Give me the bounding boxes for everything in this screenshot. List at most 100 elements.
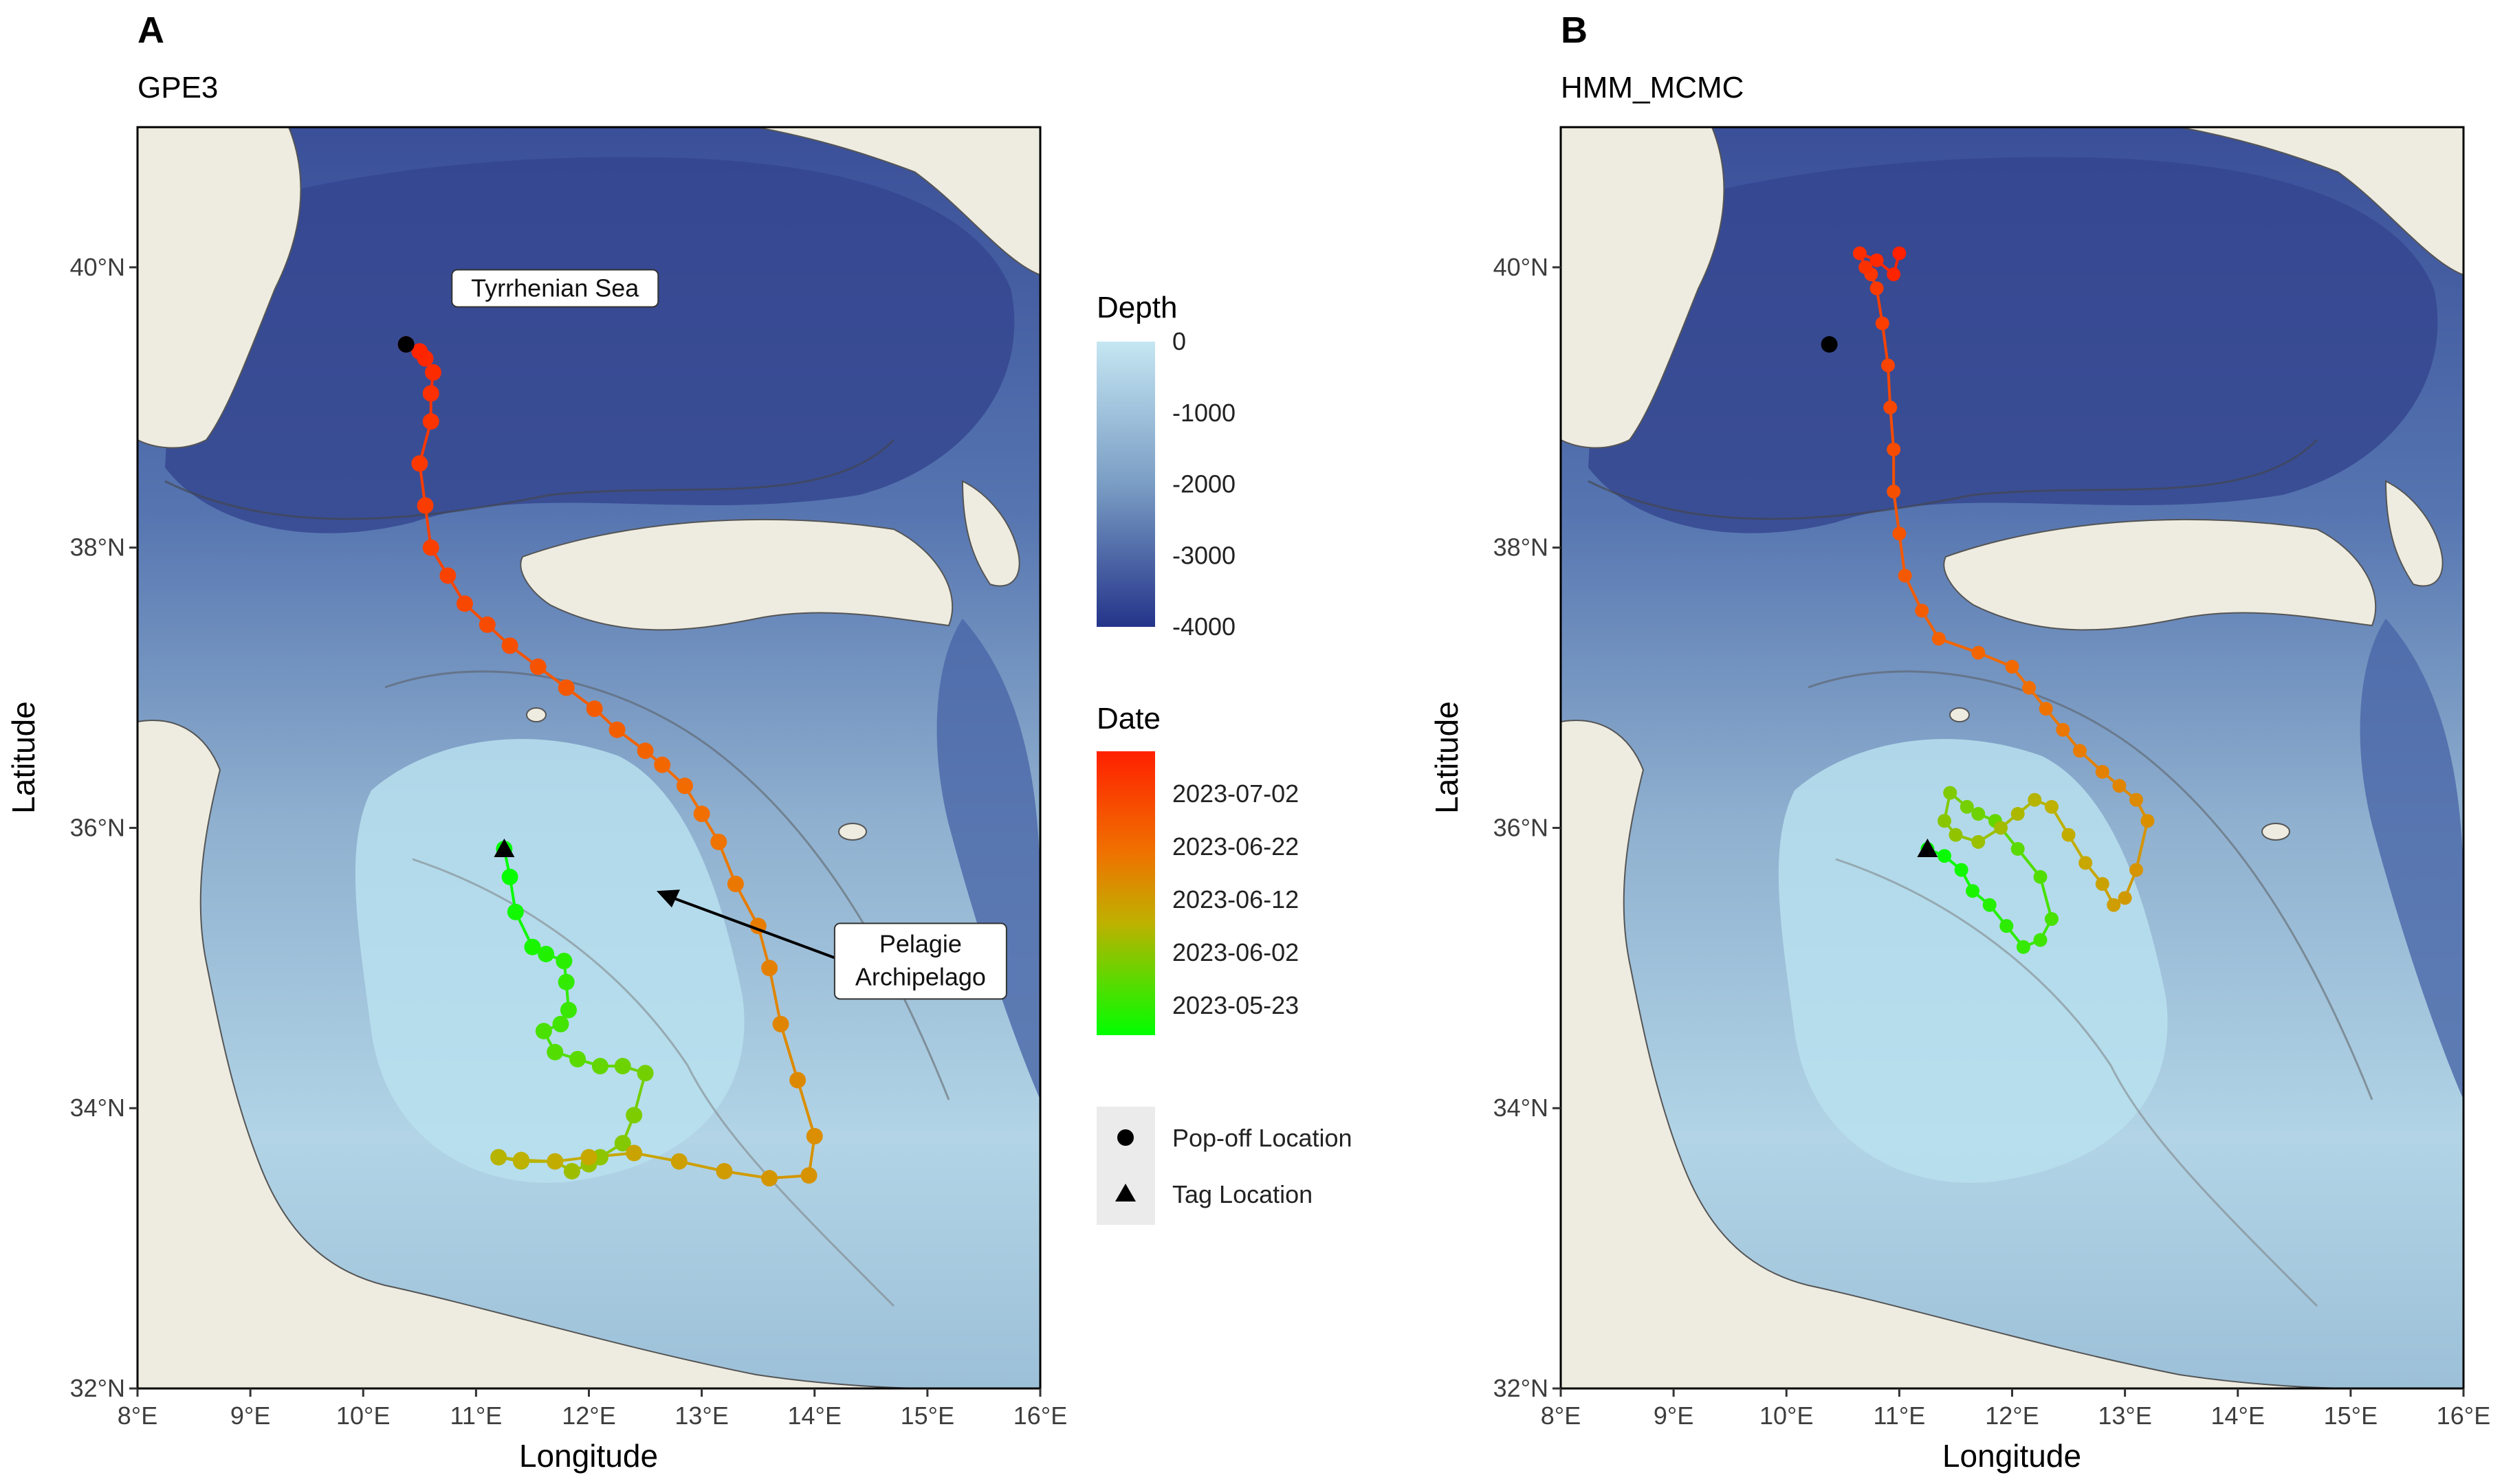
- legend-tag-label: Tag Location: [1172, 1180, 1313, 1208]
- land-sicily: [520, 518, 954, 631]
- track-segment: [2135, 820, 2149, 871]
- y-axis-title-a: Latitude: [6, 701, 41, 814]
- land-malta: [838, 823, 867, 841]
- x-tick-label: 9°E: [230, 1402, 270, 1430]
- track-point: [2005, 659, 2019, 674]
- x-ticks-b: 8°E 9°E 10°E 11°E 12°E 13°E 14°E 15°E 16°E: [1541, 1388, 2490, 1430]
- track-point: [1915, 603, 1929, 618]
- track-segment: [796, 1079, 816, 1137]
- arrow-head-icon: [656, 889, 680, 908]
- date-label: 2023-06-02: [1172, 938, 1299, 966]
- track-point: [1938, 849, 1952, 863]
- date-labels: 2023-07-02 2023-06-22 2023-06-12 2023-06-02…: [1155, 779, 1299, 1019]
- track-point: [772, 1015, 789, 1032]
- track-point: [1994, 821, 2008, 835]
- track-segment: [1886, 365, 1892, 408]
- track-point: [580, 1149, 597, 1166]
- y-tick-label: 34°N: [70, 1094, 125, 1122]
- x-tick-label: 11°E: [1873, 1402, 1925, 1430]
- y-tick-label: 36°N: [1493, 813, 1548, 841]
- track-point: [513, 1151, 530, 1169]
- track-point: [2039, 702, 2053, 716]
- track-point: [1883, 400, 1898, 414]
- y-tick-label: 40°N: [70, 253, 125, 281]
- track-b: [1852, 246, 2155, 954]
- land-italy-north: [2179, 127, 2463, 276]
- track-point: [547, 1043, 564, 1061]
- track-point: [529, 658, 547, 675]
- markers-b: [1821, 336, 1938, 858]
- contour-line: [1835, 858, 2318, 1307]
- markers-a: [397, 336, 515, 858]
- date-label: 2023-06-12: [1172, 885, 1299, 913]
- ionian-deep: [2360, 619, 2463, 1100]
- track-point: [558, 679, 575, 696]
- track-point: [1954, 863, 1968, 877]
- track-point: [1999, 919, 2014, 933]
- track-point: [2010, 807, 2025, 821]
- track-point: [2107, 898, 2121, 912]
- track-point: [417, 497, 434, 514]
- track-point: [761, 1170, 778, 1187]
- track-point: [2129, 863, 2144, 877]
- track-point: [654, 756, 671, 773]
- track-segment: [768, 967, 782, 1025]
- track-point: [626, 1144, 643, 1162]
- y-tick-label: 38°N: [1493, 533, 1548, 562]
- x-tick-label: 15°E: [901, 1402, 954, 1430]
- date-label: 2023-06-22: [1172, 832, 1299, 861]
- depth-colorbar: [1097, 342, 1155, 627]
- y-ticks-b: 32°N 34°N 36°N 38°N 40°N: [1493, 253, 1561, 1402]
- track-point: [1880, 358, 1895, 373]
- track-point: [560, 1001, 577, 1019]
- track-point: [1960, 799, 1974, 814]
- land-italy-north: [756, 127, 1040, 276]
- track-point: [411, 343, 428, 360]
- annotations-a: Tyrrhenian Sea Pelagie Archipelago: [451, 269, 1007, 1000]
- track-point: [2056, 722, 2070, 737]
- y-tick-label: 36°N: [70, 813, 125, 841]
- contour-line: [412, 858, 895, 1307]
- panel-a-method: GPE3: [138, 71, 218, 104]
- track-point: [586, 700, 603, 718]
- track-point: [2078, 856, 2093, 870]
- track-point: [563, 1162, 580, 1180]
- track-point: [2129, 793, 2144, 807]
- track-point: [1949, 828, 1963, 842]
- track-point: [727, 876, 744, 892]
- depth-label: -2000: [1172, 470, 1236, 498]
- track-point: [1892, 527, 1907, 541]
- track-point: [710, 833, 727, 850]
- track-point: [2044, 799, 2059, 814]
- x-tick-label: 8°E: [1541, 1402, 1581, 1430]
- land-pantelleria: [1949, 707, 1970, 722]
- land-malta: [2261, 823, 2290, 841]
- track-point: [425, 364, 442, 381]
- legend-date-title: Date: [1097, 702, 1161, 735]
- track-point: [637, 742, 654, 760]
- contour-line: [1588, 439, 2318, 520]
- track-point: [1875, 316, 1889, 331]
- y-tick-label: 34°N: [1493, 1094, 1548, 1122]
- track-point: [614, 1135, 631, 1152]
- legend-depth-title: Depth: [1097, 291, 1177, 324]
- track-point: [591, 1058, 608, 1075]
- track-point: [501, 637, 518, 654]
- land-tunisia-libya: [1561, 720, 2359, 1388]
- depth-label: -3000: [1172, 541, 1236, 569]
- land-tunisia-libya: [138, 720, 936, 1388]
- track-point: [789, 1072, 806, 1089]
- x-tick-label: 10°E: [336, 1402, 390, 1430]
- y-axis-title-b: Latitude: [1429, 701, 1464, 814]
- x-ticks-a: 8°E 9°E 10°E 11°E 12°E 13°E 14°E 15°E 16°E: [118, 1388, 1067, 1430]
- track-point: [761, 960, 778, 977]
- track-point: [1971, 834, 1986, 849]
- contour-line: [164, 439, 895, 520]
- x-tick-label: 10°E: [1759, 1402, 1813, 1430]
- track-point: [439, 567, 457, 584]
- x-tick-label: 9°E: [1654, 1402, 1693, 1430]
- x-tick-label: 16°E: [1013, 1402, 1067, 1430]
- x-tick-label: 14°E: [788, 1402, 842, 1430]
- tag-location-marker: [494, 839, 515, 858]
